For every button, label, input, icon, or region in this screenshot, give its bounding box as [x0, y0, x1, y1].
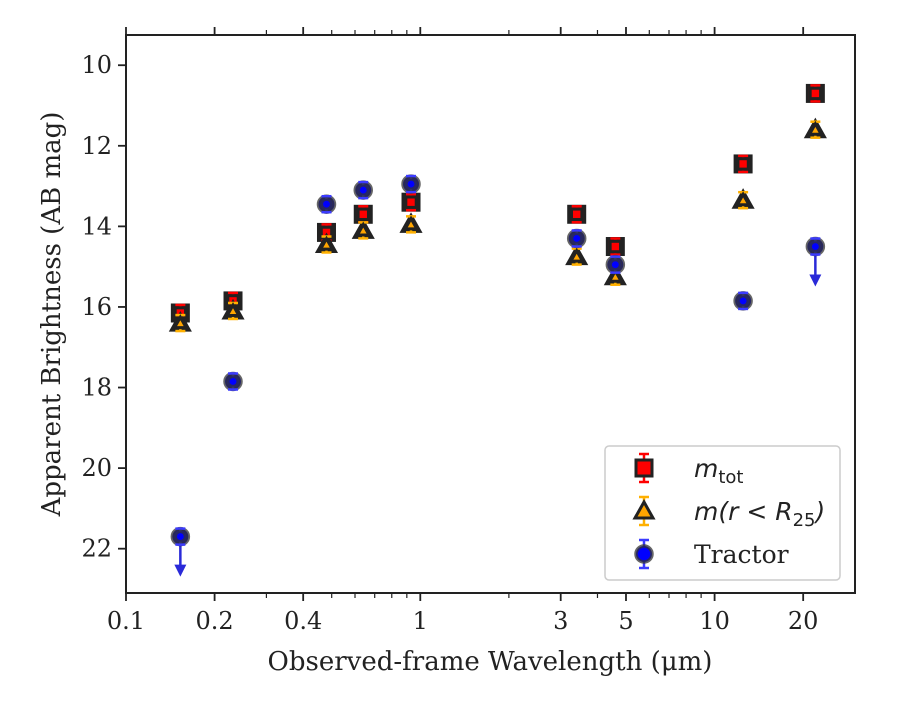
legend-label: mtot: [694, 454, 744, 488]
y-tick-label: 16: [81, 293, 112, 321]
x-tick-label: 20: [788, 607, 819, 635]
circle-point-face: [404, 177, 418, 192]
x-axis-title: Observed-frame Wavelength (μm): [268, 647, 713, 677]
circle-point-face: [736, 293, 751, 308]
x-tick-label: 1: [413, 607, 428, 635]
triangle-point-face: [606, 267, 624, 283]
legend-label: m(r < R25): [694, 497, 825, 531]
y-tick-label: 20: [81, 454, 112, 482]
legend-label: Tractor: [694, 540, 789, 569]
circle-point-face: [808, 239, 823, 254]
triangle-point-face: [734, 191, 752, 207]
square-point-face: [356, 207, 370, 221]
square-point-face: [736, 157, 750, 171]
circle-point-face: [569, 231, 584, 246]
y-axis-title: Apparent Brightness (AB mag): [37, 112, 67, 518]
circle-point-face: [173, 529, 188, 544]
x-tick-label: 0.1: [107, 607, 145, 635]
x-tick-label: 3: [553, 607, 568, 635]
triangle-point-face: [318, 235, 335, 251]
triangle-point-face: [171, 314, 189, 330]
upper-limit-arrowhead: [809, 274, 822, 287]
x-tick-label: 0.2: [196, 607, 234, 635]
y-tick-label: 12: [81, 132, 112, 160]
series-square: [170, 83, 825, 323]
triangle-point-face: [568, 247, 586, 263]
upper-limit-arrowhead: [174, 564, 187, 577]
y-tick-label: 10: [81, 51, 112, 79]
triangle-point-face: [402, 215, 420, 231]
legend: mtot m(r < R25) Tractor: [604, 445, 841, 581]
circle-point-face: [356, 183, 371, 198]
circle-point-face: [608, 257, 623, 272]
square-point-face: [608, 239, 623, 254]
x-tick-label: 0.4: [284, 607, 322, 635]
circle-point-face: [319, 197, 334, 212]
y-tick-label: 14: [81, 212, 112, 240]
x-tick-label: 10: [699, 607, 730, 635]
legend-square-marker: [634, 458, 654, 478]
y-tick-label: 22: [81, 535, 112, 563]
triangle-point-face: [224, 302, 242, 318]
y-tick-label: 18: [81, 374, 112, 402]
circle-point-face: [226, 374, 240, 389]
x-tick-label: 5: [618, 607, 633, 635]
triangle-point-face: [354, 221, 372, 237]
data-points: [168, 83, 827, 577]
series-circle: [170, 174, 826, 577]
square-point-face: [570, 207, 584, 221]
plot-frame: [125, 34, 856, 594]
legend-circle-marker: [634, 544, 654, 564]
axis-ticks: 0.1 0.2 0.4 1 3 5 10 20 10 12 14 16 18 20 22: [81, 27, 818, 635]
triangle-point-face: [806, 120, 824, 136]
legend-box: [604, 445, 841, 581]
series-triangle: [168, 117, 827, 333]
legend-triangle-marker: [632, 498, 656, 520]
square-point-face: [404, 195, 418, 209]
square-point-face: [808, 86, 823, 101]
